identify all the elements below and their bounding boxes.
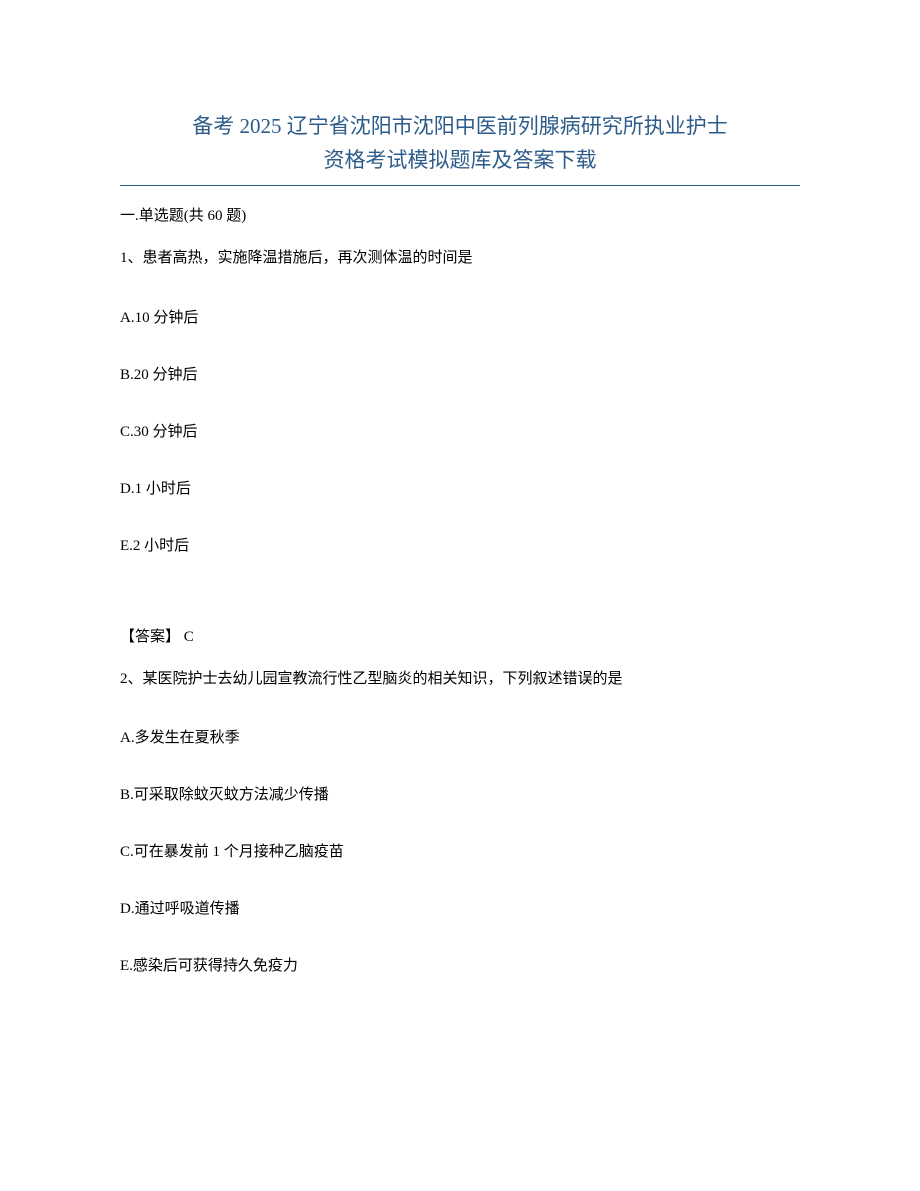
question-2-option-e: E.感染后可获得持久免疫力 — [120, 954, 800, 975]
question-2-option-b: B.可采取除蚊灭蚊方法减少传播 — [120, 783, 800, 804]
question-2-text: 2、某医院护士去幼儿园宣教流行性乙型脑炎的相关知识，下列叙述错误的是 — [120, 668, 800, 691]
question-1-option-b: B.20 分钟后 — [120, 363, 800, 384]
question-1-answer: 【答案】 C — [120, 625, 800, 646]
question-1-text: 1、患者高热，实施降温措施后，再次测体温的时间是 — [120, 247, 800, 270]
title-line-2: 资格考试模拟题库及答案下载 — [120, 144, 800, 178]
question-1-option-d: D.1 小时后 — [120, 477, 800, 498]
question-2-option-a: A.多发生在夏秋季 — [120, 726, 800, 747]
section-header: 一.单选题(共 60 题) — [120, 204, 800, 225]
question-1-option-e: E.2 小时后 — [120, 534, 800, 555]
title-line-1: 备考 2025 辽宁省沈阳市沈阳中医前列腺病研究所执业护士 — [120, 110, 800, 144]
question-1-option-c: C.30 分钟后 — [120, 420, 800, 441]
document-title: 备考 2025 辽宁省沈阳市沈阳中医前列腺病研究所执业护士 资格考试模拟题库及答… — [120, 110, 800, 177]
question-2-option-d: D.通过呼吸道传播 — [120, 897, 800, 918]
question-1-option-a: A.10 分钟后 — [120, 306, 800, 327]
title-divider — [120, 185, 800, 186]
question-2-option-c: C.可在暴发前 1 个月接种乙脑疫苗 — [120, 840, 800, 861]
